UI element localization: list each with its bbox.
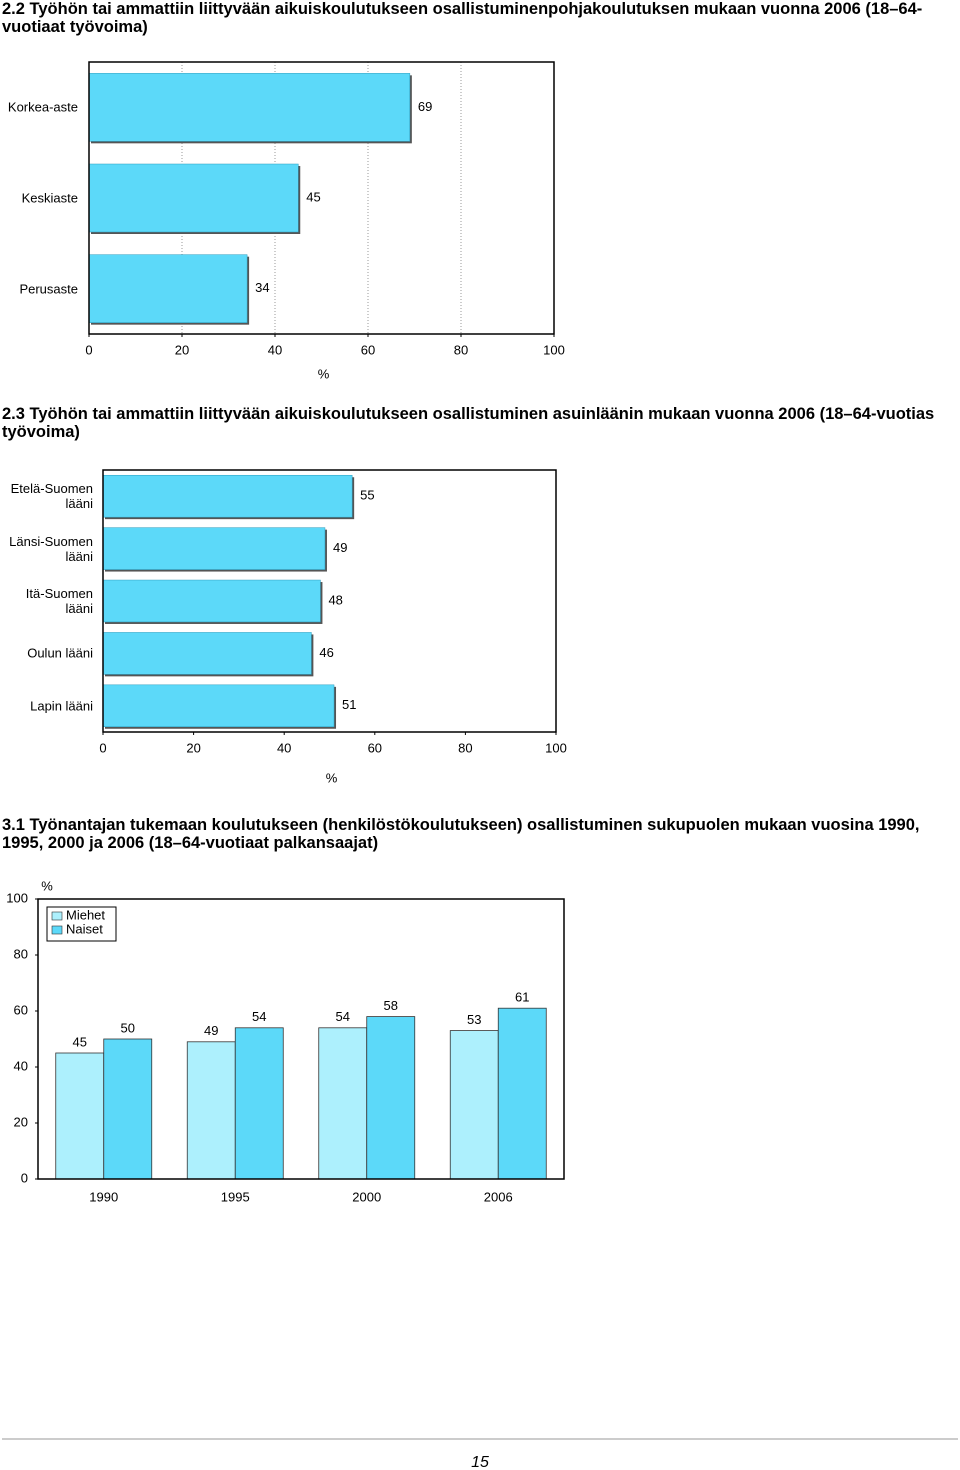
bar [234, 1027, 284, 1180]
legend-swatch [51, 911, 63, 921]
x-tick-label: 0 [99, 740, 106, 755]
value-label: 61 [515, 990, 529, 1005]
x-tick-label: 2006 [484, 1189, 513, 1204]
value-label: 46 [319, 645, 333, 660]
bar [103, 1038, 153, 1180]
legend-label: Miehet [66, 907, 105, 922]
x-tick-label: 100 [543, 342, 565, 357]
category-label: Länsi-Suomen lääni [9, 533, 93, 564]
category-label: Itä-Suomen lääni [25, 586, 93, 616]
value-label: 54 [336, 1009, 350, 1024]
x-tick-label: 2000 [352, 1189, 381, 1204]
bar [102, 527, 326, 570]
y-axis-label: % [41, 878, 53, 893]
value-label: 45 [306, 189, 320, 204]
plot-frame [37, 898, 565, 1180]
y-tick-label: 100 [6, 890, 28, 905]
value-label: 69 [418, 99, 432, 114]
category-label: Lapin lääni [30, 698, 93, 714]
bar [102, 632, 312, 675]
bar [88, 163, 299, 233]
bar [186, 1041, 236, 1180]
page-number: 15 [471, 1454, 489, 1470]
value-label: 58 [384, 998, 398, 1013]
value-label: 49 [333, 540, 347, 555]
value-label: 51 [342, 697, 356, 712]
x-tick-label: 1990 [89, 1189, 118, 1204]
bar [102, 474, 353, 518]
x-tick-label: 1995 [221, 1189, 250, 1204]
x-tick-label: 0 [85, 342, 92, 357]
chart-title: 3.1 Työnantajan tukemaan koulutukseen (h… [2, 816, 920, 852]
bar [318, 1027, 368, 1180]
y-tick-label: 40 [14, 1058, 28, 1073]
value-label: 48 [328, 592, 342, 607]
x-tick-label: 20 [175, 342, 189, 357]
category-label: Oulun lääni [27, 645, 93, 661]
value-label: 49 [204, 1023, 218, 1038]
x-tick-label: 40 [277, 740, 291, 755]
y-tick-label: 60 [14, 1002, 28, 1017]
category-label: Keskiaste [21, 190, 78, 206]
category-label: Perusaste [19, 281, 78, 297]
x-tick-label: 80 [454, 342, 468, 357]
chart-title: 2.2 Työhön tai ammattiin liittyvään aiku… [2, 0, 923, 36]
y-tick-label: 0 [21, 1170, 28, 1185]
value-label: 55 [360, 488, 374, 503]
legend-swatch [51, 925, 63, 935]
y-tick-label: 80 [14, 946, 28, 961]
x-tick-label: 40 [268, 342, 282, 357]
bar [88, 254, 248, 323]
bar [88, 73, 411, 142]
x-tick-label: 60 [361, 342, 375, 357]
bar [102, 579, 321, 623]
bar [366, 1016, 416, 1180]
y-tick-label: 20 [14, 1114, 28, 1129]
chart-title: 2.3 Työhön tai ammattiin liittyvään aiku… [2, 405, 935, 441]
value-label: 54 [252, 1009, 266, 1024]
x-tick-label: 100 [545, 740, 567, 755]
category-label: Etelä-Suomen lääni [10, 481, 93, 512]
x-tick-label: 80 [458, 740, 472, 755]
plot-frame [102, 469, 557, 733]
bar [102, 684, 335, 728]
x-axis-label: % [318, 366, 330, 381]
category-label: Korkea-aste [7, 99, 78, 115]
x-tick-label: 60 [368, 740, 382, 755]
legend-label: Naiset [66, 921, 103, 936]
plot-frame [88, 61, 555, 335]
value-label: 50 [121, 1020, 135, 1035]
value-label: 53 [467, 1012, 481, 1027]
bar [55, 1052, 105, 1180]
x-tick-label: 20 [186, 740, 200, 755]
value-label: 45 [73, 1034, 87, 1049]
value-label: 34 [255, 280, 269, 295]
bar [497, 1007, 547, 1180]
bar [449, 1030, 499, 1180]
x-axis-label: % [326, 770, 338, 785]
